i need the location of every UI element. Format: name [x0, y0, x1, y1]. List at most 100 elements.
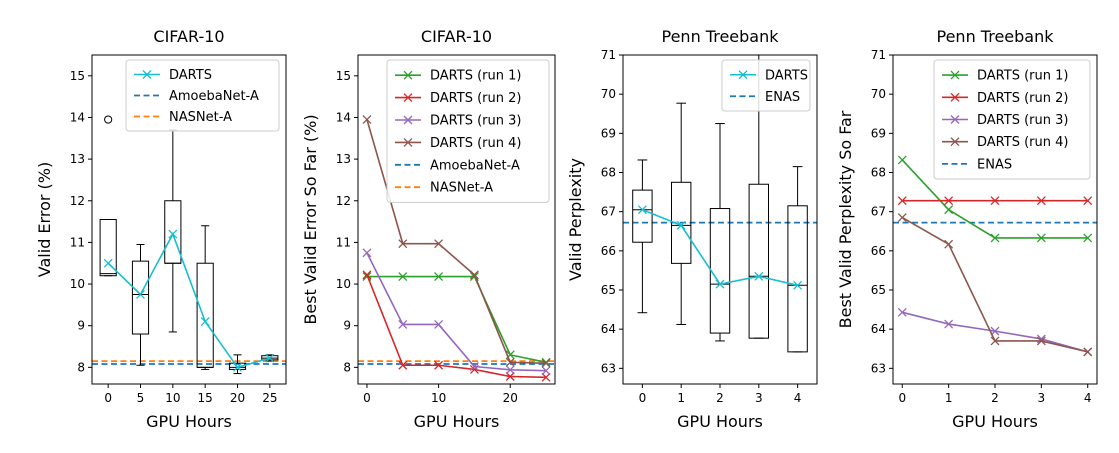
y-tick-label: 10 — [336, 277, 351, 291]
x-axis-label: GPU Hours — [414, 412, 500, 431]
box-5 — [228, 354, 247, 375]
y-tick-label: 63 — [601, 361, 616, 375]
box-3 — [709, 123, 731, 342]
y-tick-label: 66 — [871, 244, 886, 258]
legend-label: AmoebaNet-A — [430, 158, 520, 173]
series-line — [366, 275, 547, 364]
y-tick-label: 13 — [70, 152, 85, 166]
data-point — [265, 353, 275, 363]
y-tick-label: 15 — [70, 69, 85, 83]
x-tick-label: 0 — [639, 391, 647, 405]
series-4 — [897, 213, 1093, 357]
y-axis-label: Best Valid Error So Far (%) — [301, 114, 320, 324]
x-tick-label: 1 — [677, 391, 685, 405]
data-point — [541, 358, 551, 368]
y-tick-label: 8 — [77, 360, 85, 374]
box-body — [196, 262, 214, 368]
x-tick-label: 2 — [716, 391, 724, 405]
x-tick-label: 5 — [137, 391, 145, 405]
panel-2: 0 10 20 8 9 10 11 12 13 14 15 CIFAR-10 GPU Hours Best… — [301, 27, 556, 431]
data-point — [944, 196, 954, 206]
data-point — [1083, 233, 1093, 243]
y-tick-label: 67 — [871, 205, 886, 219]
box-body — [164, 200, 182, 264]
legend-label: NASNet-A — [430, 181, 493, 196]
axes-frame — [91, 54, 287, 385]
y-tick-label: 12 — [336, 194, 351, 208]
y-tick-label: 11 — [336, 235, 351, 249]
x-tick-label: 0 — [898, 391, 906, 405]
y-tick-label: 9 — [77, 319, 85, 333]
legend-entry: DARTS (run 3) — [395, 114, 521, 129]
series-1 — [637, 205, 803, 290]
y-tick-label: 14 — [336, 110, 351, 124]
legend-entry: DARTS (run 2) — [395, 91, 521, 106]
x-tick-label: 10 — [431, 391, 446, 405]
y-tick-label: 71 — [871, 48, 886, 62]
legend-label: ENAS — [765, 90, 800, 105]
box-body — [709, 208, 731, 334]
y-tick-label: 66 — [601, 244, 616, 258]
data-point — [676, 220, 686, 230]
y-axis-label: Best Valid Perplexity So Far — [836, 110, 855, 328]
legend-marker — [403, 137, 413, 147]
x-axis-label: GPU Hours — [952, 412, 1038, 431]
legend-marker — [950, 137, 960, 147]
data-point — [541, 366, 551, 376]
data-point — [897, 155, 907, 165]
series-line — [642, 208, 798, 287]
legend-label: DARTS (run 1) — [430, 69, 521, 84]
data-point — [944, 205, 954, 215]
y-tick-label: 69 — [601, 126, 616, 140]
y-tick-label: 64 — [871, 322, 886, 336]
data-point — [505, 357, 515, 367]
y-tick-label: 69 — [871, 126, 886, 140]
series-3 — [362, 248, 551, 376]
x-tick-label: 15 — [198, 391, 213, 405]
data-point — [990, 233, 1000, 243]
y-tick-label: 13 — [336, 152, 351, 166]
legend-entry: AmoebaNet-A — [134, 89, 259, 104]
box-5 — [787, 166, 808, 353]
x-tick-label: 1 — [945, 391, 953, 405]
chart-title: CIFAR-10 — [153, 27, 224, 46]
x-axis-label: GPU Hours — [677, 412, 763, 431]
data-point — [103, 258, 113, 268]
data-point — [637, 205, 647, 215]
series-2 — [897, 196, 1093, 206]
data-point — [715, 279, 725, 289]
legend-entry: DARTS (run 2) — [942, 91, 1068, 106]
y-tick-label: 10 — [70, 277, 85, 291]
legend-entry: NASNet-A — [395, 181, 493, 196]
legend-entry: DARTS (run 4) — [395, 136, 521, 151]
legend: DARTS AmoebaNet-A NASNet-A — [125, 59, 280, 132]
y-tick-label: 65 — [871, 283, 886, 297]
y-tick-label: 15 — [336, 69, 351, 83]
x-tick-label: 4 — [794, 391, 802, 405]
y-tick-label: 71 — [601, 48, 616, 62]
y-tick-label: 67 — [601, 205, 616, 219]
box-body — [671, 181, 692, 264]
data-point — [897, 213, 907, 223]
legend-entry: ENAS — [942, 157, 1012, 172]
legend-label: NASNet-A — [169, 110, 232, 125]
legend-box — [721, 59, 811, 112]
series-1 — [897, 155, 1093, 243]
legend-entry: DARTS (run 3) — [942, 113, 1068, 128]
y-tick-label: 12 — [70, 194, 85, 208]
legend-marker — [950, 70, 960, 80]
data-point — [1036, 196, 1046, 206]
legend-label: DARTS (run 3) — [430, 114, 521, 129]
legend-label: ENAS — [977, 157, 1012, 172]
box-2 — [131, 243, 150, 366]
x-tick-label: 3 — [755, 391, 763, 405]
box-4 — [196, 225, 214, 370]
data-point — [944, 319, 954, 329]
chart-title: CIFAR-10 — [421, 27, 492, 46]
x-tick-label: 3 — [1038, 391, 1046, 405]
box-body — [748, 183, 769, 339]
data-point — [136, 290, 145, 299]
y-tick-label: 65 — [601, 283, 616, 297]
box-1 — [632, 159, 653, 314]
box-body — [99, 219, 117, 277]
